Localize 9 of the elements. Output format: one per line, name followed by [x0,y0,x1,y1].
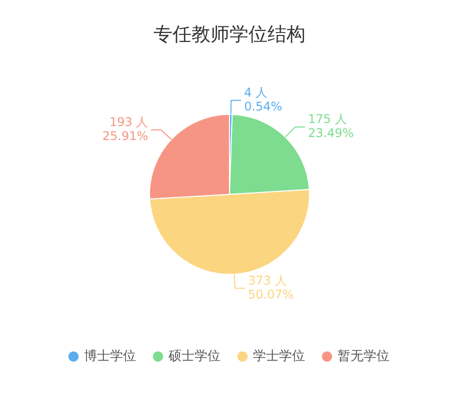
legend-label: 学士学位 [253,348,305,364]
legend-label: 博士学位 [84,348,136,364]
data-label: 373 人 50.07% [248,273,294,302]
chart-title: 专任教师学位结构 [154,23,306,46]
data-label: 193 人 25.91% [102,114,148,143]
legend-label: 硕士学位 [168,348,220,364]
legend-label: 暂无学位 [338,348,390,364]
data-label: 175 人 23.49% [308,112,354,140]
data-label: 4 人 0.54% [244,86,282,114]
